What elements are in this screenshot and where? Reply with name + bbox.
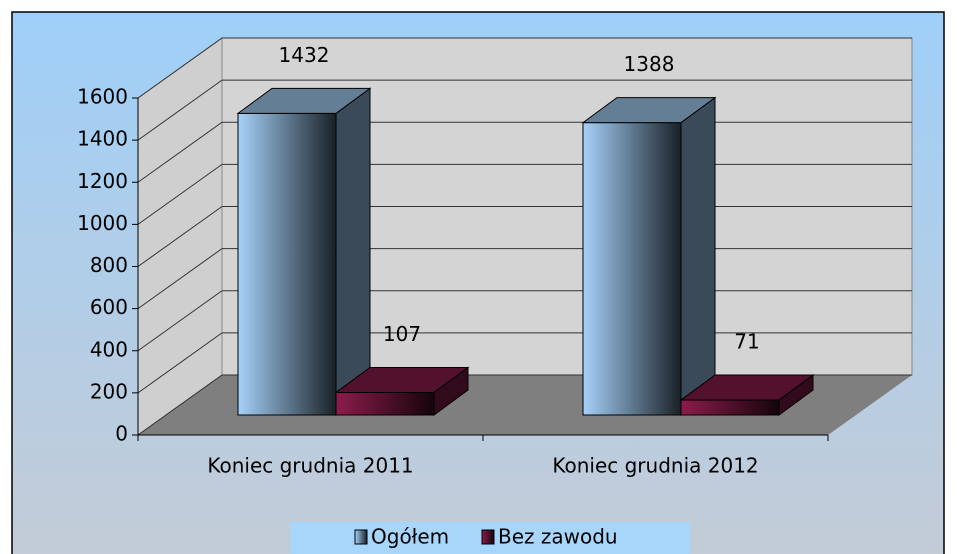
grid-line: [137, 248, 223, 310]
y-tick-label: 0: [115, 422, 128, 446]
y-tick-label: 1600: [77, 85, 128, 109]
bar-top: [334, 366, 470, 393]
bar-front: [237, 112, 337, 416]
grid-line: [137, 206, 223, 267]
data-label: 71: [734, 330, 759, 354]
x-tick-label: Koniec grudnia 2012: [552, 454, 758, 478]
legend-label: Bez zawodu: [498, 525, 618, 549]
data-label: 1432: [279, 43, 330, 67]
bar: [236, 87, 372, 416]
data-label: 107: [383, 322, 421, 346]
bar-top: [581, 97, 717, 124]
y-tick-label: 600: [90, 295, 128, 319]
y-tick-label: 1200: [77, 169, 128, 193]
grid-line: [137, 374, 223, 436]
grid-line: [137, 121, 223, 183]
bar-front: [680, 399, 780, 416]
bar: [334, 366, 470, 416]
y-tick-label: 200: [90, 379, 128, 403]
data-label: 1388: [624, 52, 675, 76]
bar: [581, 96, 717, 416]
bar-side: [680, 96, 716, 416]
legend-label: Ogółem: [371, 525, 449, 549]
grid-line: [137, 332, 223, 394]
legend-swatch: [354, 529, 368, 545]
bar-side: [335, 87, 371, 416]
bar-top: [679, 374, 815, 401]
bar-top: [236, 87, 372, 114]
grid-line: [137, 79, 223, 141]
y-tick-label: 1400: [77, 127, 128, 151]
grid-line: [137, 37, 223, 99]
legend-swatch: [481, 529, 495, 545]
y-tick-label: 1000: [77, 211, 128, 235]
y-tick-label: 400: [90, 337, 128, 361]
x-tick-label: Koniec grudnia 2011: [207, 454, 413, 478]
y-tick-label: 800: [90, 253, 128, 277]
bar-front: [582, 122, 682, 416]
bar-front: [335, 391, 435, 416]
grid-line: [137, 290, 223, 352]
bar: [679, 374, 815, 416]
grid-line: [137, 163, 223, 225]
